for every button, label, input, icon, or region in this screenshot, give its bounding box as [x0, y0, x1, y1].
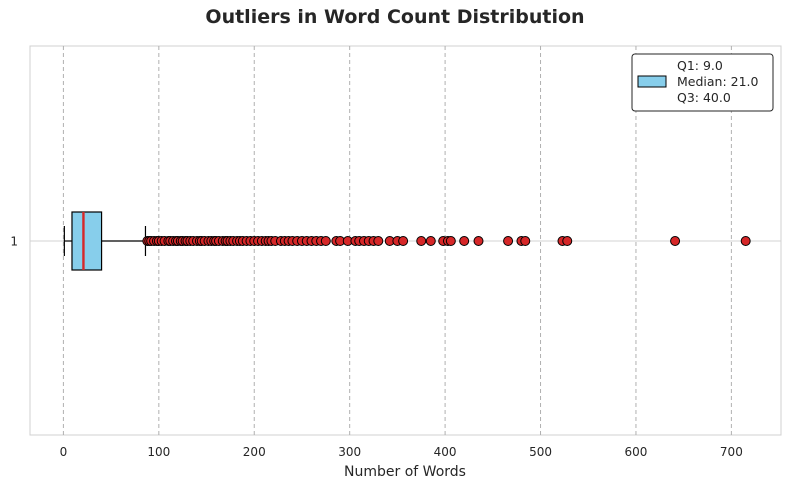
- outlier-point: [459, 236, 470, 246]
- legend-swatch: [637, 75, 667, 88]
- x-tick-labels: 0 100 200 300 400 500 600 700: [60, 445, 743, 459]
- outlier-point: [520, 236, 531, 246]
- outlier-point: [740, 236, 751, 246]
- outlier-point: [473, 236, 484, 246]
- x-tick-label: 300: [338, 445, 361, 459]
- outlier-point: [503, 236, 514, 246]
- outlier-point: [416, 236, 427, 246]
- x-axis-label: Number of Words: [344, 464, 466, 480]
- box-group: [63, 211, 147, 271]
- outlier-point: [562, 236, 573, 246]
- outlier-point: [320, 236, 331, 246]
- outlier-point: [398, 236, 409, 246]
- y-tick-label: 1: [10, 235, 18, 249]
- x-tick-label: 700: [720, 445, 743, 459]
- x-tick-label: 400: [434, 445, 457, 459]
- x-tick-label: 100: [147, 445, 170, 459]
- legend-frame: [631, 53, 774, 112]
- x-tick-label: 600: [624, 445, 647, 459]
- legend-q1: Q1: 9.0: [677, 58, 723, 73]
- x-tick-label: 200: [243, 445, 266, 459]
- x-tick-label: 500: [529, 445, 552, 459]
- legend-q3: Q3: 40.0: [677, 90, 731, 105]
- chart-title: Outliers in Word Count Distribution: [205, 6, 585, 28]
- legend: Q1: 9.0 Median: 21.0 Q3: 40.0: [631, 53, 774, 112]
- outliers-group: [142, 236, 751, 246]
- outlier-point: [425, 236, 436, 246]
- outlier-point: [445, 236, 456, 246]
- legend-median: Median: 21.0: [677, 74, 759, 89]
- outlier-point: [670, 236, 681, 246]
- x-tick-label: 0: [60, 445, 68, 459]
- iqr-box: [71, 211, 103, 271]
- outlier-point: [373, 236, 384, 246]
